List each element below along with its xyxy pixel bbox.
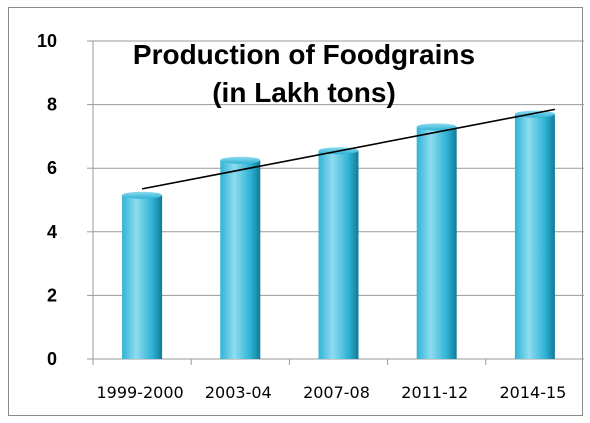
chart-title-line-2: (in Lakh tons) [212,77,396,108]
chart-title-line-1: Production of Foodgrains [133,39,475,70]
bar-2003-04 [220,160,261,359]
trendline [141,108,556,190]
bars [122,110,555,359]
y-tick-label: 4 [47,222,57,242]
x-tick-labels: 1999-2000 2003-04 2007-08 2011-12 2014-15 [96,383,566,402]
bar-1999-2000 [122,195,163,359]
y-tick-label: 10 [37,31,57,51]
y-tick-label: 2 [47,285,57,305]
bar-cap [220,156,261,164]
y-tick-label: 0 [47,349,57,369]
x-tick-label: 2003-04 [205,383,272,402]
chart-title: Production of Foodgrains (in Lakh tons) [133,39,475,108]
bar-2007-08 [318,150,359,359]
y-tick-label: 8 [47,95,57,115]
bar-chart: 0 2 4 6 8 10 1999-2000 2003-04 2007-08 2011-12 20… [37,31,584,402]
x-tick-label: 2007-08 [303,383,370,402]
x-tick-label: 1999-2000 [96,383,183,402]
x-tick-label: 2011-12 [401,383,468,402]
bar-2011-12 [416,126,457,359]
chart-frame: 0 2 4 6 8 10 1999-2000 2003-04 2007-08 2011-12 20… [8,7,584,416]
bar-cap [416,123,457,131]
bar-2014-15 [514,114,555,359]
x-tick-label: 2014-15 [499,383,566,402]
y-tick-label: 6 [47,158,57,178]
bar-cap [122,191,163,199]
linear-trendline [141,108,556,190]
y-tick-labels: 0 2 4 6 8 10 [37,31,57,369]
